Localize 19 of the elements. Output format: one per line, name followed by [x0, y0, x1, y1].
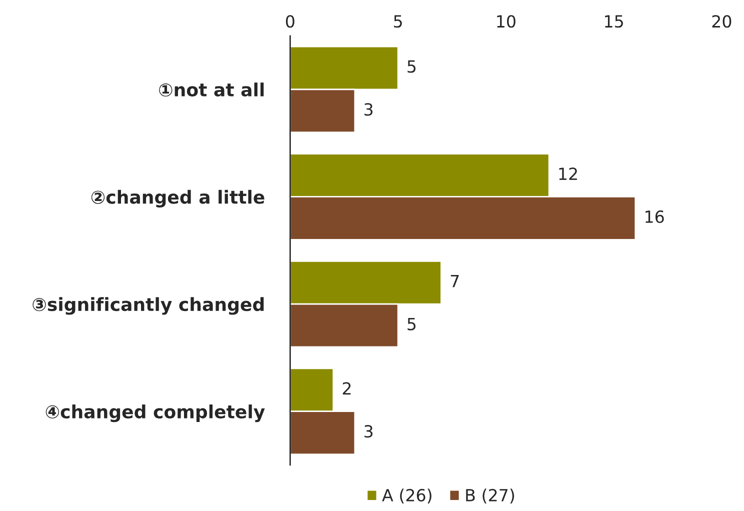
x-tick-label: 0	[286, 15, 294, 28]
data-label: 12	[559, 168, 577, 180]
y-tick-label: ②changed a little	[91, 190, 264, 208]
data-label: 3	[364, 425, 372, 438]
y-tick-label: ③significantly changed	[32, 297, 264, 315]
data-label: 2	[342, 382, 351, 394]
y-tick-label: ④changed completely	[46, 404, 265, 422]
legend-label: A (26)	[382, 488, 432, 504]
x-tick-label: 10	[497, 15, 516, 28]
data-label: 5	[408, 60, 416, 73]
data-label: 16	[646, 210, 664, 224]
data-label: 7	[450, 275, 459, 288]
y-tick-label: ①not at all	[159, 82, 264, 97]
x-tick-label: 20	[712, 15, 732, 28]
data-label: 5	[408, 318, 416, 330]
x-tick-label: 5	[394, 15, 402, 28]
legend-label: B (27)	[466, 488, 514, 504]
data-label: 3	[364, 103, 372, 116]
x-tick-label: 15	[605, 15, 623, 28]
